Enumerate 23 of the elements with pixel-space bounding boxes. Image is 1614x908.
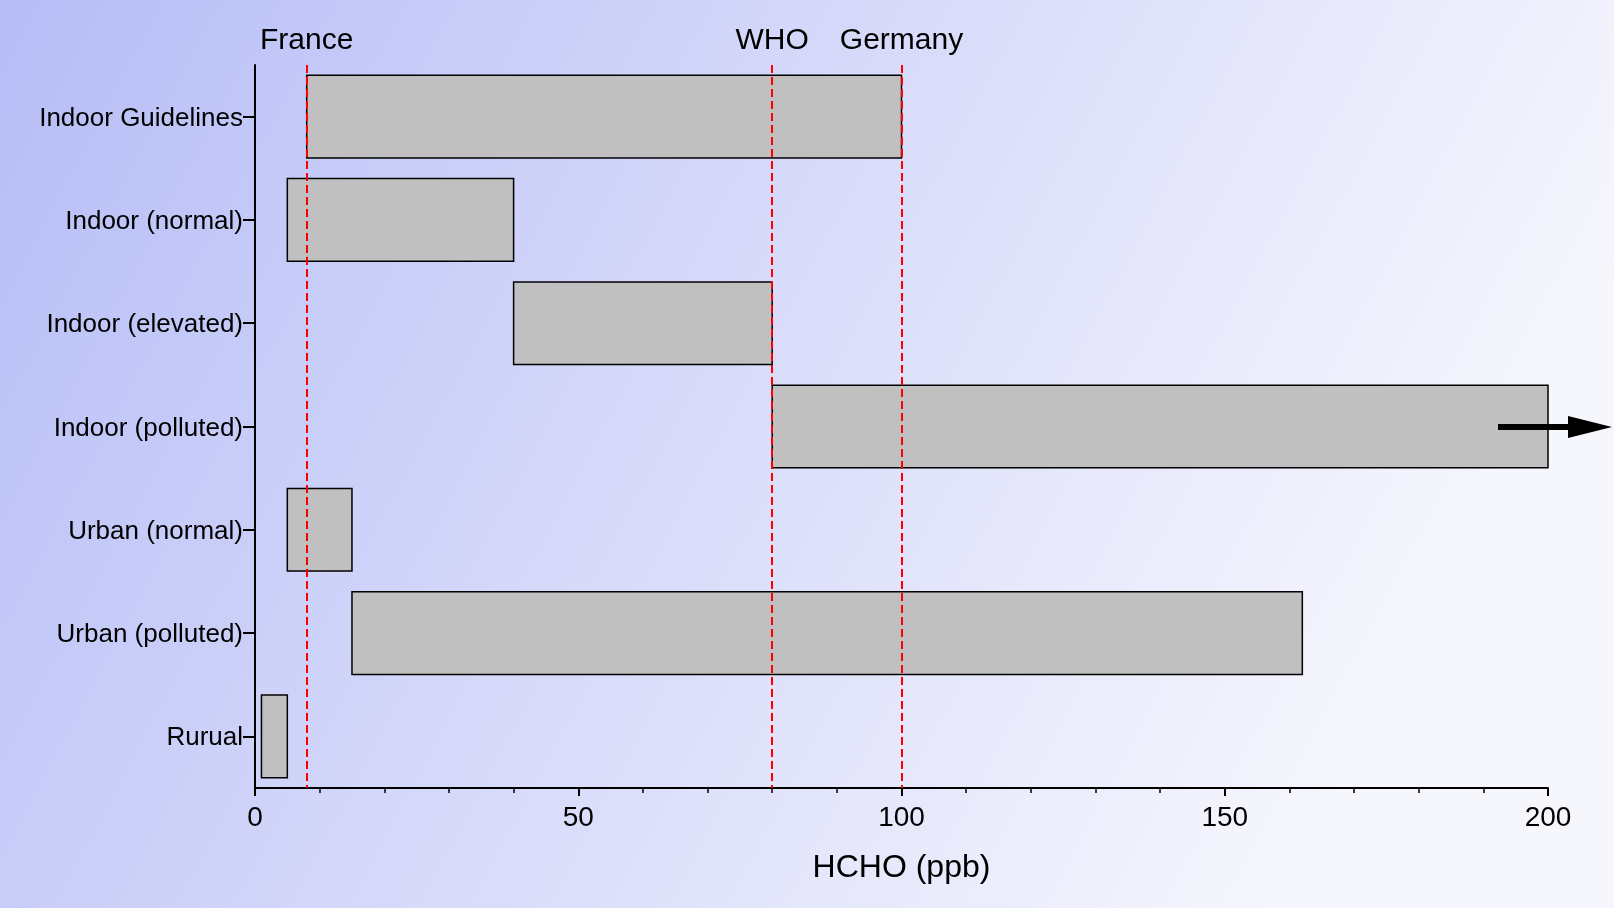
bar — [512, 281, 773, 366]
x-tick-label: 0 — [247, 800, 263, 832]
x-tick-label: 50 — [562, 800, 594, 832]
x-tick-label: 100 — [878, 800, 925, 832]
x-tick-label: 150 — [1201, 800, 1249, 832]
x-axis-title: HCHO (ppb) — [812, 848, 991, 884]
bar — [771, 384, 1549, 469]
y-tick-label: Indoor (polluted) — [53, 411, 243, 442]
y-tick-label: Urban (normal) — [68, 514, 243, 545]
y-tick-label: Indoor (normal) — [65, 204, 243, 235]
y-tick-label: Urban (polluted) — [56, 618, 243, 649]
ref-line-label: Germany — [839, 21, 964, 55]
ref-line-label: France — [260, 21, 354, 55]
bar — [286, 487, 353, 572]
bar — [305, 74, 903, 159]
y-tick-label: Indoor Guidelines — [39, 101, 243, 132]
x-tick-label: 200 — [1524, 800, 1572, 832]
bar — [351, 591, 1304, 676]
y-tick-label: Indoor (elevated) — [46, 308, 243, 339]
ref-line-label: WHO — [735, 21, 809, 55]
bar — [260, 694, 289, 779]
y-tick-label: Rurual — [166, 721, 243, 752]
bar — [286, 177, 515, 262]
